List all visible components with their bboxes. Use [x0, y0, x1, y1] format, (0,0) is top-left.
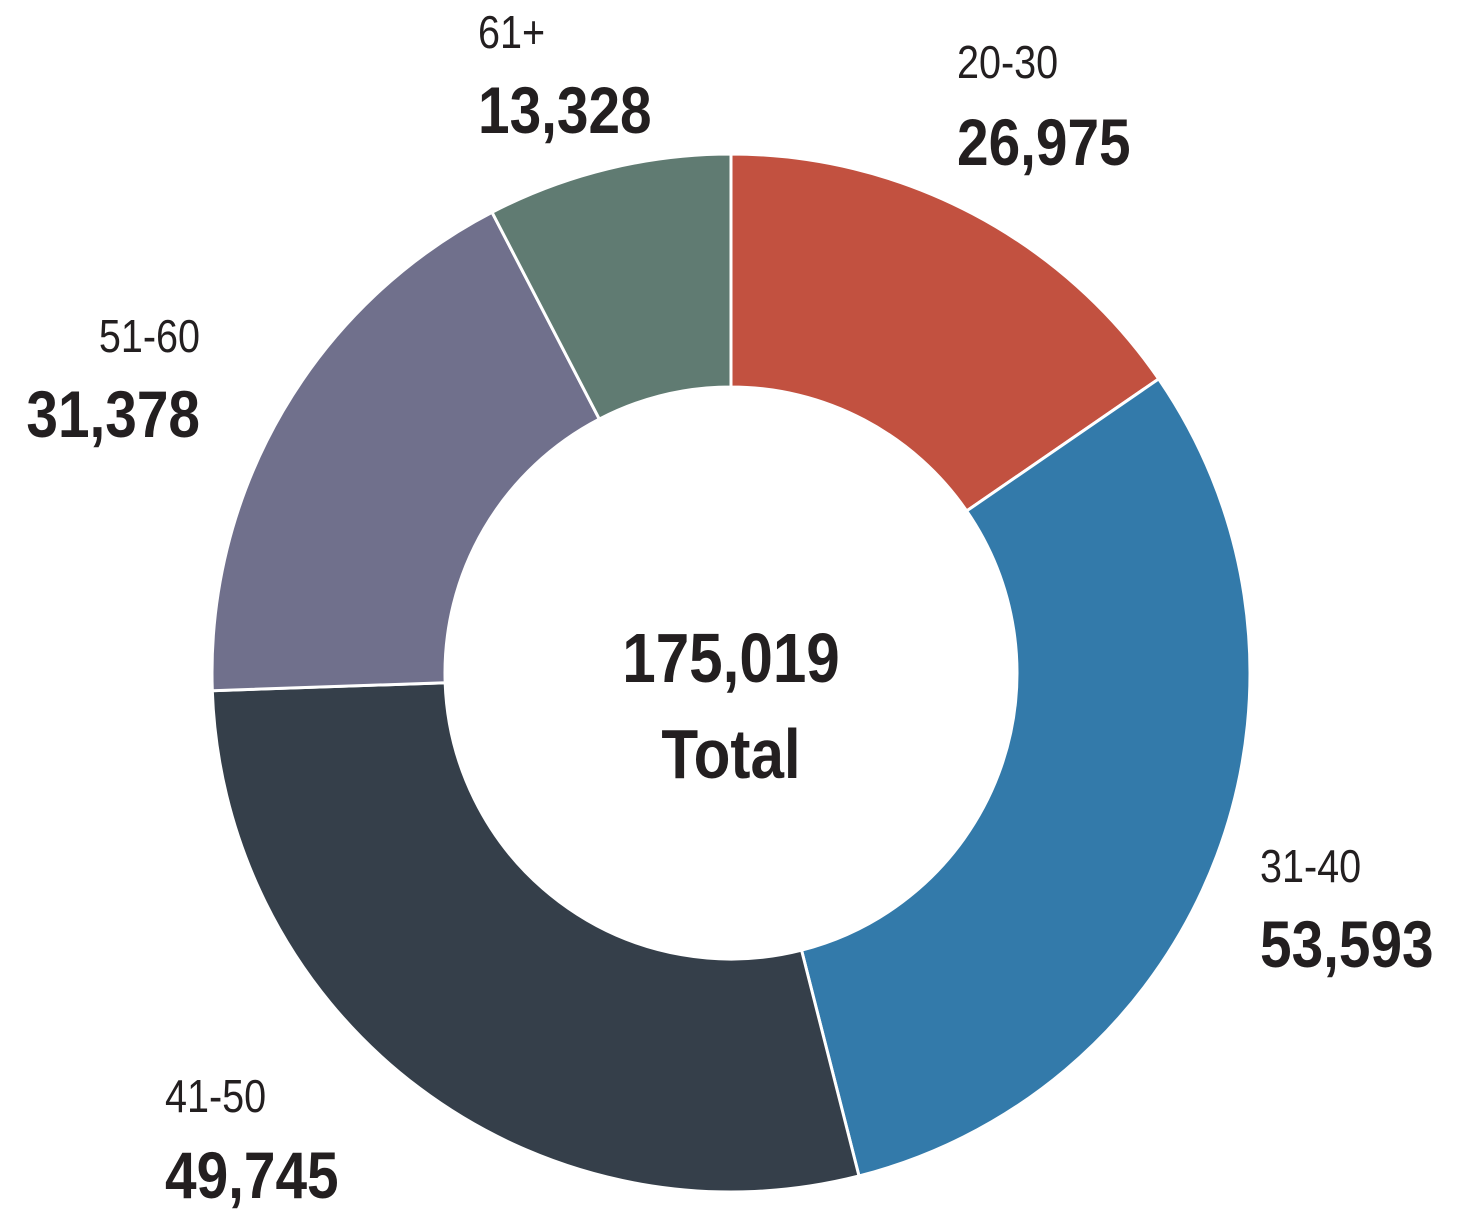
value-label: 53,593: [1260, 908, 1434, 982]
value-label: 13,328: [478, 74, 652, 148]
slice-41-50: [210, 681, 861, 1194]
category-label: 41-50: [165, 1071, 266, 1122]
data-label-61+: 61+ 13,328: [478, 7, 652, 148]
category-label: 31-40: [1260, 841, 1361, 892]
value-label: 31,378: [26, 378, 200, 452]
center-label: 175,019 Total: [622, 619, 840, 793]
labels: 20-30 26,975 31-40 53,593 41-50 49,745 51-60 31…: [26, 7, 1433, 1213]
slice-31-40: [799, 376, 1252, 1178]
value-label: 49,745: [165, 1139, 339, 1213]
category-label: 61+: [478, 7, 545, 58]
data-label-41-50: 41-50 49,745: [165, 1071, 339, 1213]
data-label-20-30: 20-30 26,975: [957, 37, 1131, 180]
slice-20-30: [729, 152, 1161, 514]
data-label-51-60: 51-60 31,378: [26, 311, 200, 452]
center-total-value: 175,019: [622, 619, 840, 697]
center-total-label: Total: [661, 715, 800, 793]
category-label: 20-30: [957, 37, 1058, 88]
slice-61+: [490, 152, 733, 422]
slice-51-60: [210, 210, 602, 693]
value-label: 26,975: [957, 106, 1131, 180]
category-label: 51-60: [99, 311, 200, 362]
data-label-31-40: 31-40 53,593: [1260, 841, 1434, 982]
slices: [210, 152, 1252, 1194]
